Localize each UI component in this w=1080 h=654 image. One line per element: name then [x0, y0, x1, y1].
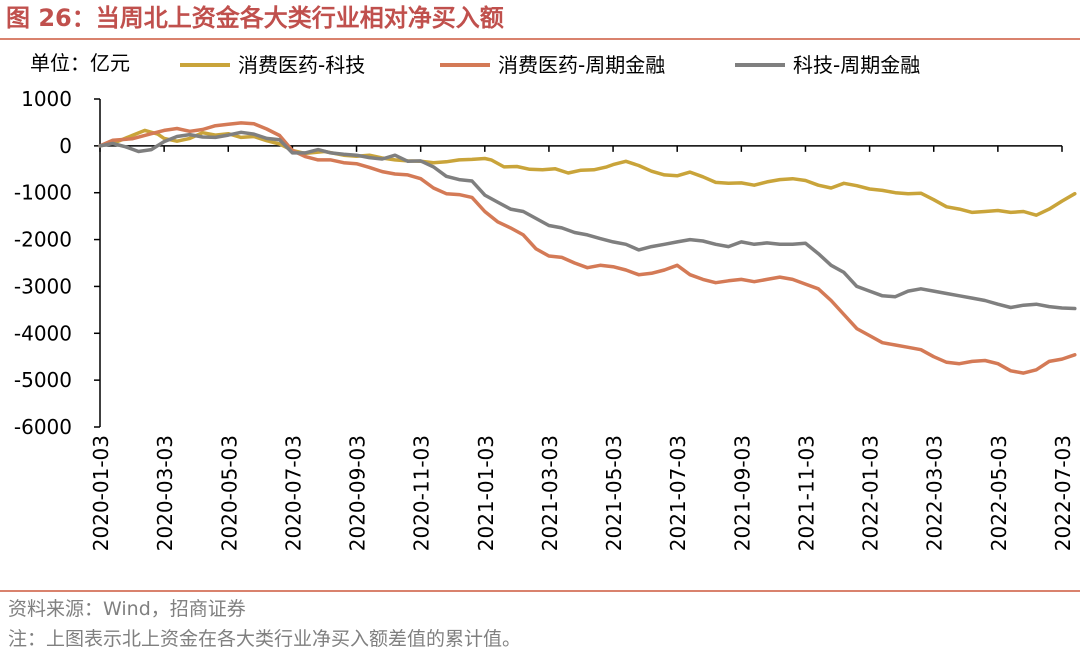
x-tick-label: 2022-01-03 — [859, 435, 883, 551]
legend-label-0: 消费医药-科技 — [238, 53, 365, 77]
x-tick-label: 2020-03-03 — [153, 435, 177, 551]
footer-divider — [0, 590, 1080, 592]
x-tick-label: 2020-01-03 — [89, 435, 113, 551]
series-line-1 — [98, 121, 1077, 375]
series-layer — [98, 121, 1077, 375]
legend-label-1: 消费医药-周期金融 — [498, 53, 665, 77]
source-text: 资料来源：Wind，招商证券 — [8, 598, 246, 620]
y-tick-label: -5000 — [14, 368, 72, 392]
x-tick-label: 2020-05-03 — [217, 435, 241, 551]
x-tick-label: 2021-09-03 — [730, 435, 754, 551]
note-text: 注：上图表示北上资金在各大类行业净买入额差值的累计值。 — [8, 628, 522, 650]
legend-label-2: 科技-周期金融 — [793, 53, 920, 77]
y-tick-label: 1000 — [21, 87, 72, 111]
y-tick-label: 0 — [59, 134, 72, 158]
legend: 消费医药-科技 消费医药-周期金融 科技-周期金融 — [180, 53, 920, 77]
x-tick-label: 2022-07-03 — [1051, 435, 1075, 551]
title-divider — [0, 38, 1080, 40]
x-tick-label: 2021-05-03 — [602, 435, 626, 551]
x-tick-label: 2021-07-03 — [666, 435, 690, 551]
x-tick-label: 2022-03-03 — [923, 435, 947, 551]
y-tick-label: -4000 — [14, 321, 72, 345]
axes: 1000 0 -1000 -2000 -3000 -4000 -5000 -6000 2020-… — [14, 87, 1075, 551]
x-tick-label: 2021-01-03 — [474, 435, 498, 551]
x-tick-label: 2020-11-03 — [410, 435, 434, 551]
y-tick-label: -2000 — [14, 228, 72, 252]
line-chart: 单位：亿元 消费医药-科技 消费医药-周期金融 科技-周期金融 1000 0 -1000… — [14, 51, 1077, 551]
figure-title: 图 26：当周北上资金各大类行业相对净买入额 — [6, 4, 504, 32]
unit-label: 单位：亿元 — [30, 51, 130, 75]
y-tick-label: -1000 — [14, 181, 72, 205]
x-tick-label: 2022-05-03 — [987, 435, 1011, 551]
y-tick-label: -3000 — [14, 274, 72, 298]
series-line-2 — [98, 130, 1077, 311]
x-tick-label: 2021-11-03 — [794, 435, 818, 551]
x-tick-label: 2020-07-03 — [281, 435, 305, 551]
y-tick-label: -6000 — [14, 415, 72, 439]
x-tick-label: 2020-09-03 — [346, 435, 370, 551]
x-tick-label: 2021-03-03 — [538, 435, 562, 551]
series-line-0 — [98, 128, 1077, 217]
